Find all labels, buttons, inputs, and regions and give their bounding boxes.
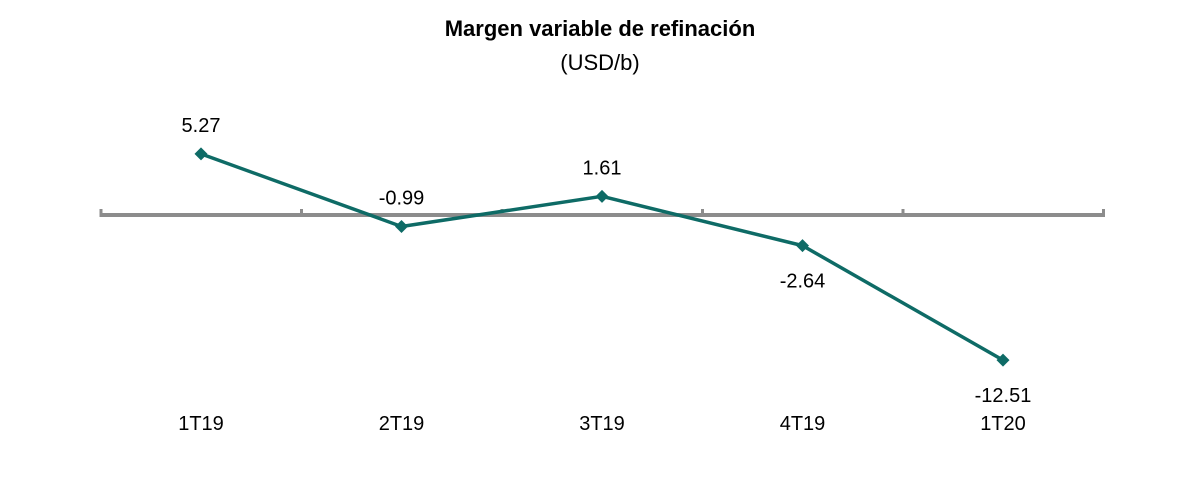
series-line — [200, 152, 1004, 362]
data-point-marker — [194, 147, 208, 161]
data-point-marker — [395, 219, 408, 233]
x-tick-label: 4T19 — [780, 413, 826, 435]
x-tick-label: 3T19 — [579, 413, 625, 435]
data-point-marker — [996, 353, 1010, 367]
data-label: -12.51 — [975, 385, 1032, 407]
data-point-marker — [595, 189, 609, 203]
data-label: 1.61 — [583, 157, 622, 179]
x-tick-label: 1T19 — [178, 413, 224, 435]
x-tick-label: 1T20 — [980, 413, 1026, 435]
chart-subtitle: (USD/b) — [560, 50, 640, 75]
x-tick-label: 2T19 — [379, 413, 425, 435]
data-label: -2.64 — [780, 271, 826, 293]
data-label: -0.99 — [379, 187, 425, 209]
data-point-marker — [796, 239, 809, 253]
data-label: 5.27 — [182, 115, 221, 137]
chart-title: Margen variable de refinación — [444, 16, 756, 41]
